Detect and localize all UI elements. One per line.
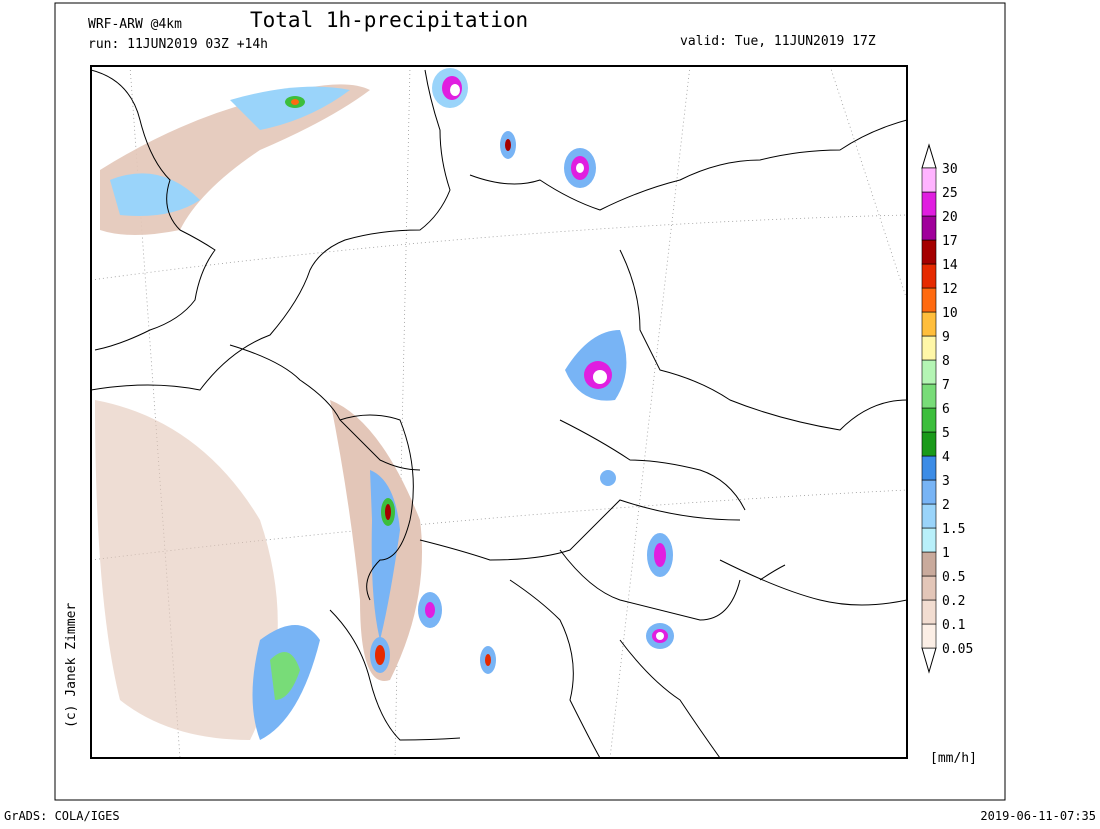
colorbar-label: 25 [942,186,958,201]
colorbar-label: 8 [942,354,950,369]
colorbar-box [921,479,937,505]
colorbar-label: 10 [942,306,958,321]
colorbar-box [921,383,937,409]
colorbar-box [921,407,937,433]
colorbar-label: 0.05 [942,642,973,657]
colorbar-label: 7 [942,378,950,393]
colorbar-label: 30 [942,162,958,177]
colorbar-label: 17 [942,234,958,249]
colorbar-box [921,623,937,649]
coastlines [91,69,907,758]
colorbar-label: 20 [942,210,958,225]
valid-label: valid: Tue, 11JUN2019 17Z [680,34,876,49]
colorbar-box [921,551,937,577]
colorbar-label: 1.5 [942,522,965,537]
colorbar-box [921,599,937,625]
colorbar-box [921,335,937,361]
colorbar-box [921,287,937,313]
colorbar-box [921,215,937,241]
colorbar-box [921,431,937,457]
colorbar-box [921,527,937,553]
colorbar-label: 1 [942,546,950,561]
unit-label: [mm/h] [930,751,977,766]
map-frame [90,65,908,759]
colorbar-label: 3 [942,474,950,489]
map-title: Total 1h-precipitation [250,8,528,32]
map-area [90,65,908,759]
colorbar-box [921,239,937,265]
colorbar-label: 14 [942,258,958,273]
colorbar-label: 5 [942,426,950,441]
colorbar-label: 6 [942,402,950,417]
colorbar-label: 0.1 [942,618,965,633]
colorbar-box [921,167,937,193]
colorbar-box [921,503,937,529]
footer-right: 2019-06-11-07:35 [980,809,1096,823]
colorbar-box [921,263,937,289]
run-label: run: 11JUN2019 03Z +14h [88,37,268,52]
colorbar: 0.05 0.1 0.2 0.5 1 1.5 2 3 4 5 6 7 8 9 10 12 14 17 20 25 30 [921,143,973,674]
footer-left: GrADS: COLA/IGES [4,809,120,823]
colorbar-label: 2 [942,498,950,513]
colorbar-box [921,359,937,385]
colorbar-box [921,575,937,601]
colorbar-box [921,191,937,217]
colorbar-label: 12 [942,282,958,297]
colorbar-label: 4 [942,450,950,465]
precipitation-field [95,68,674,740]
colorbar-label: 9 [942,330,950,345]
credit: (c) Janek Zimmer [64,603,79,728]
colorbar-label: 0.5 [942,570,965,585]
model-label: WRF-ARW @4km [88,17,182,32]
colorbar-box [921,311,937,337]
colorbar-label: 0.2 [942,594,965,609]
colorbar-box [921,455,937,481]
